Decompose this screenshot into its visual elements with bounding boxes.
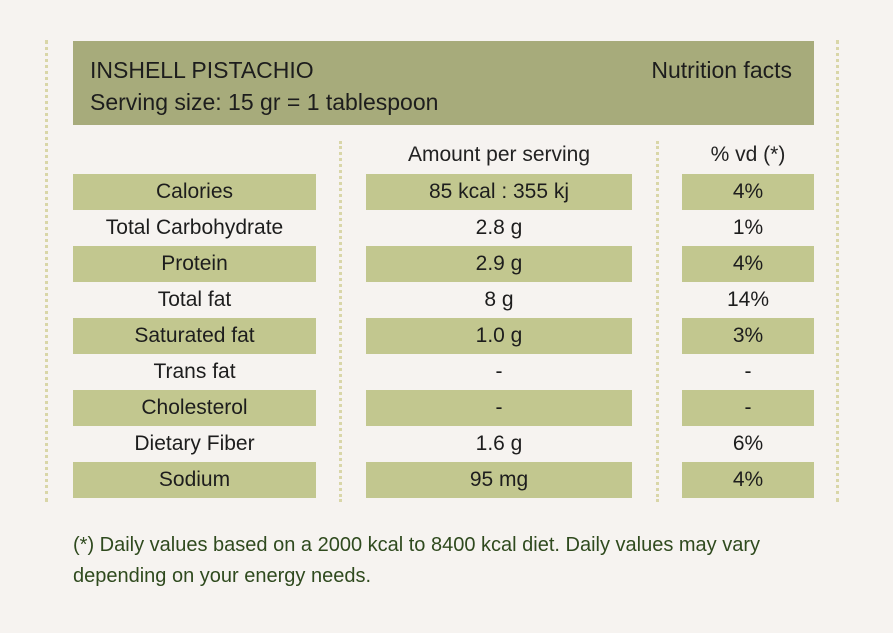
nutrient-daily-value: 6% (732, 432, 764, 455)
table-row: Trans fat - - (0, 354, 893, 390)
table-row: Saturated fat 1.0 g 3% (0, 318, 893, 354)
table-row: Total fat 8 g 14% (0, 282, 893, 318)
table-row: Cholesterol - - (0, 390, 893, 426)
column-header-amount: Amount per serving (407, 143, 591, 166)
nutrient-name: Saturated fat (73, 318, 316, 354)
dotted-border-left (45, 40, 48, 502)
nutrient-amount: 2.9 g (366, 246, 632, 282)
dotted-border-right (836, 40, 839, 502)
table-row: Sodium 95 mg 4% (0, 462, 893, 498)
nutrient-name: Cholesterol (73, 390, 316, 426)
nutrient-name: Protein (73, 246, 316, 282)
table-row: Calories 85 kcal : 355 kj 4% (0, 174, 893, 210)
nutrient-daily-value: 14% (726, 288, 770, 311)
nutrient-amount: - (495, 360, 503, 383)
table-row: Total Carbohydrate 2.8 g 1% (0, 210, 893, 246)
dotted-divider-2 (656, 141, 659, 502)
nutrient-daily-value: 3% (682, 318, 814, 354)
nutrient-daily-value: - (744, 360, 752, 383)
dotted-divider-1 (339, 141, 342, 502)
nutrition-facts-title: Nutrition facts (651, 57, 792, 83)
nutrient-amount: 95 mg (366, 462, 632, 498)
serving-size: Serving size: 15 gr = 1 tablespoon (90, 89, 439, 115)
nutrient-daily-value: 4% (682, 174, 814, 210)
nutrient-amount: 1.0 g (366, 318, 632, 354)
nutrient-amount: 1.6 g (475, 432, 523, 455)
nutrient-name: Sodium (73, 462, 316, 498)
nutrient-name: Total Carbohydrate (105, 216, 284, 239)
nutrient-daily-value: 1% (732, 216, 764, 239)
nutrient-amount: 85 kcal : 355 kj (366, 174, 632, 210)
column-header-daily-value: % vd (*) (710, 143, 786, 166)
nutrient-name: Calories (73, 174, 316, 210)
table-row: Protein 2.9 g 4% (0, 246, 893, 282)
nutrient-daily-value: 4% (682, 246, 814, 282)
nutrient-name: Dietary Fiber (134, 432, 255, 455)
nutrient-daily-value: - (682, 390, 814, 426)
label-header: INSHELL PISTACHIO Serving size: 15 gr = … (73, 41, 814, 125)
nutrient-amount: 2.8 g (475, 216, 523, 239)
nutrient-name: Total fat (157, 288, 232, 311)
nutrient-name: Trans fat (153, 360, 236, 383)
nutrient-amount: - (366, 390, 632, 426)
product-name: INSHELL PISTACHIO (90, 57, 314, 83)
nutrient-daily-value: 4% (682, 462, 814, 498)
footnote: (*) Daily values based on a 2000 kcal to… (73, 534, 761, 587)
nutrient-amount: 8 g (484, 288, 514, 311)
table-row: Dietary Fiber 1.6 g 6% (0, 426, 893, 462)
